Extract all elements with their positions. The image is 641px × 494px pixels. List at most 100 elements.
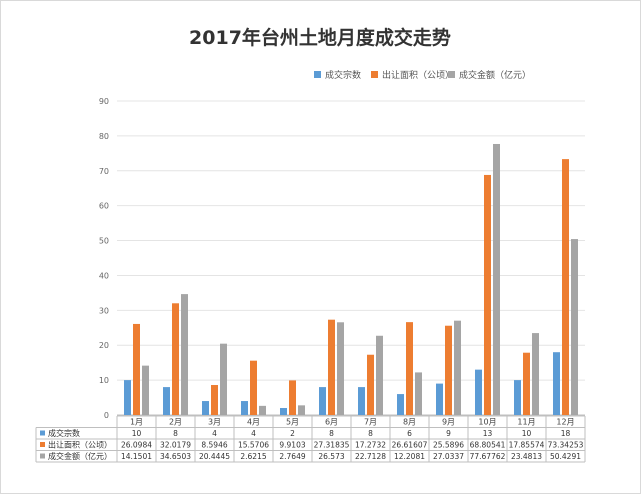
table-cell-value: 26.573 [318,452,344,461]
table-cell-value: 2.6215 [240,452,266,461]
bar-series-1 [202,401,209,415]
bar-series-3 [571,239,578,415]
table-cell-value: 15.5706 [238,441,269,450]
table-cell-value: 13 [483,429,493,438]
bar-series-1 [514,380,521,415]
table-cell-value: 27.0337 [433,452,464,461]
y-tick-label: 10 [99,376,109,385]
table-cell-value: 14.1501 [121,452,152,461]
table-cell-value: 26.0984 [121,441,152,450]
legend-swatch-1 [314,71,321,78]
x-category-label: 7月 [364,418,377,427]
legend-swatch-2 [371,71,378,78]
table-cell-value: 10 [132,429,142,438]
table-row-label: 成交宗数 [48,428,80,438]
y-tick-label: 20 [99,341,109,350]
bar-series-1 [124,380,131,415]
bar-series-2 [562,159,569,415]
table-cell-value: 17.2732 [355,441,386,450]
table-cell-value: 8 [173,429,178,438]
y-axis-ticks: 0 10 20 30 40 50 60 70 80 90 [99,97,109,420]
bar-series-3 [181,294,188,415]
bar-series-3 [376,335,383,415]
bar-series-2 [484,174,491,415]
y-tick-label: 50 [99,237,109,246]
table-cell-value: 26.61607 [392,441,428,450]
bar-series-2 [133,323,140,415]
table-cell-value: 9 [446,429,451,438]
table-cell-value: 8 [329,429,334,438]
bar-series-3 [493,143,500,416]
bar-series-3 [337,322,344,415]
table-legend-key [40,430,45,436]
bar-series-3 [532,333,539,415]
x-category-label: 11月 [517,418,535,427]
bar-series-3 [454,320,461,415]
y-tick-label: 40 [99,271,109,280]
x-category-label: 9月 [442,418,455,427]
bar-series-3 [259,405,266,415]
bar-series-1 [280,408,287,415]
bar-series-1 [436,383,443,415]
y-tick-label: 80 [99,132,109,141]
x-category-label: 12月 [556,418,574,427]
table-cell-value: 34.6503 [160,452,191,461]
y-tick-label: 30 [99,306,109,315]
table-cell-value: 4 [251,429,256,438]
table-row-label: 出让面积（公顷） [48,440,112,450]
bar-series-2 [328,319,335,415]
table-cell-value: 25.5896 [433,441,464,450]
table-cell-value: 9.9103 [279,441,305,450]
table-cell-value: 32.0179 [160,441,191,450]
table-cell-value: 22.7128 [355,452,386,461]
bar-series-2 [367,354,374,415]
legend-label-2: 出让面积（公顷） [382,69,454,81]
chart-title: 2017年台州土地月度成交走势 [189,26,451,49]
table-cell-value: 8 [368,429,373,438]
y-tick-label: 90 [99,97,109,106]
bar-series-1 [553,352,560,415]
table-cell-value: 2.7649 [279,452,305,461]
table-cell-value: 50.4291 [550,452,581,461]
legend: 成交宗数 出让面积（公顷） 成交金额（亿元） [314,69,531,81]
x-category-label: 5月 [286,418,299,427]
bar-series-3 [415,372,422,415]
y-tick-label: 0 [104,411,109,420]
x-category-label: 10月 [478,418,496,427]
legend-label-3: 成交金额（亿元） [459,69,531,81]
table-legend-key [40,453,45,459]
table-row-label: 成交金额（亿元） [48,451,112,461]
y-tick-label: 60 [99,202,109,211]
table-cell-value: 68.80541 [470,441,506,450]
bar-series-3 [298,405,305,415]
table-cell-value: 23.4813 [511,452,542,461]
x-category-label: 2月 [169,418,182,427]
table-cell-value: 17.85574 [509,441,545,450]
bar-series-2 [211,385,218,415]
table-cell-value: 18 [561,429,571,438]
bar-series-2 [172,303,179,415]
bars [124,143,578,416]
x-category-label: 1月 [130,418,143,427]
bar-series-2 [445,325,452,415]
bar-series-2 [289,380,296,415]
gridlines [117,100,585,416]
bar-series-1 [397,394,404,415]
bar-series-3 [220,343,227,415]
table-cell-value: 4 [212,429,217,438]
bar-series-1 [358,387,365,415]
bar-series-1 [241,401,248,415]
x-category-label: 3月 [208,418,221,427]
table-cell-value: 27.31835 [314,441,350,450]
x-category-label: 4月 [247,418,260,427]
table-cell-value: 8.5946 [201,441,227,450]
x-category-label: 8月 [403,418,416,427]
legend-label-1: 成交宗数 [325,69,361,81]
bar-series-1 [475,369,482,415]
table-legend-key [40,442,45,447]
bar-series-2 [250,360,257,415]
bar-series-1 [319,387,326,415]
table-cell-value: 10 [522,429,532,438]
